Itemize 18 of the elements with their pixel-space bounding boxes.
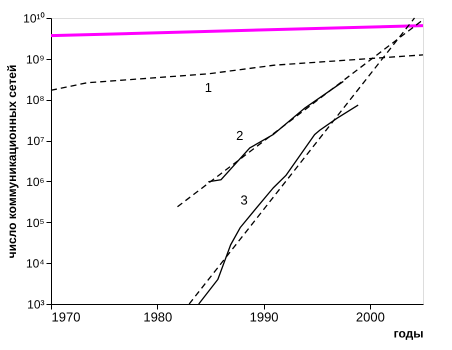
- y-tick-label: 10⁸: [26, 93, 44, 108]
- x-tick-label: 1990: [250, 310, 279, 324]
- x-tick-label: 2000: [356, 310, 385, 324]
- y-tick-label: 10¹⁰: [23, 12, 44, 26]
- line-series: [208, 80, 344, 182]
- y-tick-label: 10³: [27, 298, 45, 312]
- y-tick-label: 10⁴: [26, 256, 44, 271]
- annotation: 1: [204, 80, 212, 95]
- x-axis-title: годы: [394, 326, 424, 340]
- y-tick-label: 10⁵: [26, 216, 45, 230]
- annotation: 3: [240, 192, 248, 208]
- y-tick-label: 10⁷: [26, 134, 44, 148]
- y-tick-label: 10⁹: [26, 52, 44, 66]
- y-tick-label: 10⁶: [26, 174, 45, 189]
- annotation: 2: [236, 128, 244, 143]
- x-tick-label: 1980: [143, 310, 172, 324]
- x-tick-label: 1970: [52, 310, 80, 324]
- y-axis-title: число коммуникационных сетей: [5, 64, 20, 258]
